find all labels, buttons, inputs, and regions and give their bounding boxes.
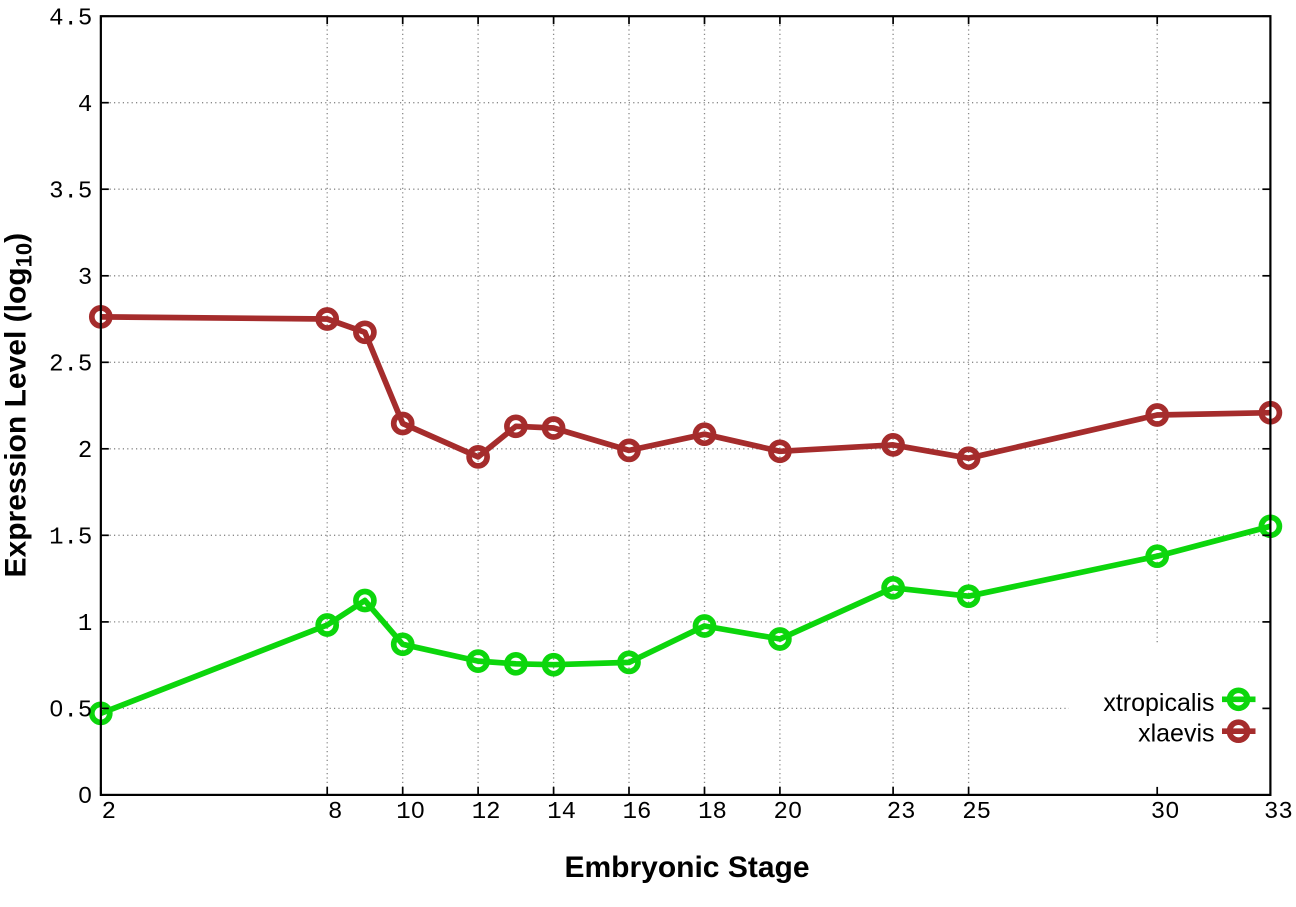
svg-text:Expression Level (log10): Expression Level (log10) — [0, 233, 37, 578]
svg-text:2: 2 — [102, 799, 116, 826]
svg-text:8: 8 — [328, 799, 342, 826]
svg-text:1: 1 — [78, 611, 92, 638]
svg-text:2: 2 — [78, 438, 92, 465]
svg-text:14: 14 — [547, 799, 576, 826]
svg-text:xlaevis: xlaevis — [1138, 720, 1214, 748]
svg-text:3: 3 — [78, 265, 92, 292]
svg-text:20: 20 — [773, 799, 802, 826]
svg-text:4: 4 — [78, 92, 92, 119]
svg-text:16: 16 — [623, 799, 652, 826]
svg-text:10: 10 — [396, 799, 425, 826]
svg-text:1.5: 1.5 — [49, 525, 92, 552]
svg-text:xtropicalis: xtropicalis — [1103, 689, 1214, 717]
svg-text:25: 25 — [962, 799, 991, 826]
svg-text:4.5: 4.5 — [49, 6, 92, 33]
svg-text:23: 23 — [887, 799, 916, 826]
svg-text:2.5: 2.5 — [49, 352, 92, 379]
svg-text:Embryonic Stage: Embryonic Stage — [564, 851, 809, 884]
svg-text:33: 33 — [1264, 799, 1293, 826]
svg-text:18: 18 — [698, 799, 727, 826]
svg-text:3.5: 3.5 — [49, 179, 92, 206]
svg-text:30: 30 — [1151, 799, 1180, 826]
svg-text:12: 12 — [472, 799, 501, 826]
